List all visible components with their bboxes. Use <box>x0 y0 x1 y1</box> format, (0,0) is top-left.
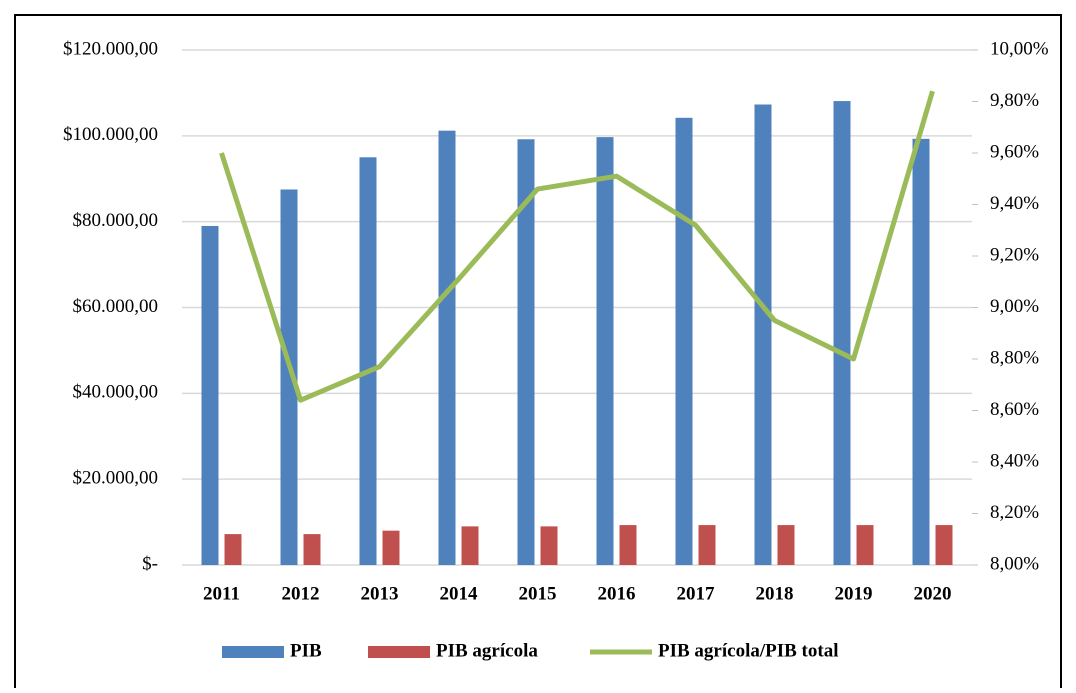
x-tick-label: 2019 <box>835 583 873 604</box>
bar <box>596 137 614 565</box>
y-tick-label: $60.000,00 <box>73 296 159 317</box>
bar <box>517 139 535 565</box>
bar <box>856 525 874 565</box>
y2-tick-label: 8,40% <box>990 450 1039 471</box>
y-tick-label: $40.000,00 <box>73 382 159 403</box>
y2-tick-label: 9,20% <box>990 244 1039 265</box>
legend-label: PIB <box>290 640 322 661</box>
legend-label: PIB agrícola <box>436 640 538 661</box>
bar <box>224 534 242 565</box>
y-tick-label: $80.000,00 <box>73 210 159 231</box>
frame <box>14 14 1062 693</box>
y2-tick-label: 9,80% <box>990 90 1039 111</box>
bar <box>461 526 479 565</box>
y-tick-label: $20.000,00 <box>73 468 159 489</box>
bar <box>698 525 716 565</box>
x-tick-label: 2015 <box>519 583 557 604</box>
y2-tick-label: 8,00% <box>990 553 1039 574</box>
x-tick-label: 2014 <box>440 583 479 604</box>
bar <box>754 104 772 566</box>
x-tick-label: 2013 <box>361 583 399 604</box>
bar <box>359 157 377 565</box>
bar <box>675 117 693 565</box>
bar <box>540 526 558 565</box>
x-tick-label: 2020 <box>914 583 952 604</box>
y2-tick-label: 10,00% <box>990 38 1049 59</box>
bar <box>201 225 219 566</box>
y-tick-label: $120.000,00 <box>63 38 158 59</box>
y-tick-label: $100.000,00 <box>63 124 158 145</box>
legend-label: PIB agrícola/PIB total <box>658 640 838 661</box>
y2-tick-label: 8,60% <box>990 399 1039 420</box>
y2-tick-label: 8,80% <box>990 347 1039 368</box>
bar <box>619 525 637 565</box>
x-tick-label: 2017 <box>677 583 716 604</box>
x-tick-label: 2018 <box>756 583 794 604</box>
y2-tick-label: 8,20% <box>990 502 1039 523</box>
y-tick-label: $- <box>142 553 158 574</box>
x-tick-label: 2016 <box>598 583 636 604</box>
x-tick-label: 2012 <box>282 583 320 604</box>
y2-tick-label: 9,40% <box>990 193 1039 214</box>
line <box>219 90 935 403</box>
bar <box>382 530 400 565</box>
bar <box>438 130 456 565</box>
bar <box>935 525 953 565</box>
legend-swatch <box>368 646 430 658</box>
y2-tick-label: 9,60% <box>990 141 1039 162</box>
bar <box>280 189 298 565</box>
legend-swatch <box>222 646 284 658</box>
x-tick-label: 2011 <box>203 583 240 604</box>
bar <box>303 534 321 565</box>
bar <box>912 138 930 565</box>
y2-tick-label: 9,00% <box>990 296 1039 317</box>
bar <box>833 101 851 565</box>
bar <box>777 525 795 565</box>
